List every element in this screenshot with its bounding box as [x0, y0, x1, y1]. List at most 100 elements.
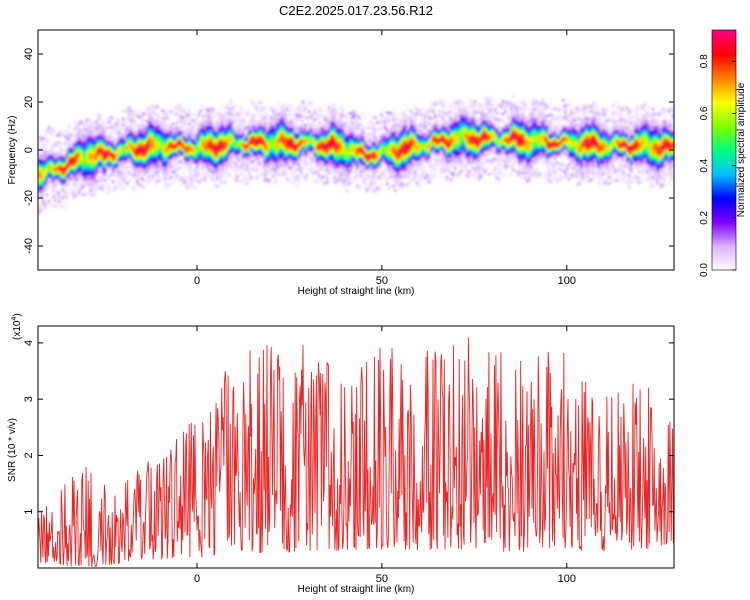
heatmap-cell	[180, 146, 183, 149]
heatmap-cell	[120, 161, 123, 164]
heatmap-cell	[186, 162, 189, 165]
heatmap-cell	[184, 152, 187, 155]
heatmap-cell	[156, 130, 159, 133]
heatmap-cell	[144, 162, 147, 165]
heatmap-cell	[104, 159, 107, 162]
heatmap-cell	[154, 160, 157, 163]
heatmap-cell	[142, 126, 145, 129]
heatmap-cell	[130, 125, 133, 128]
heatmap-cell	[176, 138, 179, 141]
heatmap-cell	[182, 176, 185, 179]
heatmap-cell	[154, 142, 157, 145]
heatmap-cell	[124, 136, 127, 139]
heatmap-cell	[158, 176, 161, 179]
heatmap-cell	[40, 186, 43, 189]
heatmap-cell	[168, 145, 171, 148]
heatmap-cell	[58, 157, 61, 160]
heatmap-cell	[66, 141, 69, 144]
heatmap-cell	[106, 157, 109, 160]
heatmap-cell	[120, 144, 123, 147]
heatmap-cell	[60, 165, 63, 168]
heatmap-cell	[184, 118, 187, 121]
heatmap-cell	[140, 152, 143, 155]
heatmap-cell	[144, 113, 147, 116]
heatmap-cell	[244, 174, 247, 177]
heatmap-cell	[68, 149, 71, 152]
heatmap-cell	[190, 148, 193, 151]
heatmap-cell	[194, 114, 197, 117]
heatmap-cell	[118, 138, 121, 141]
heatmap-cell	[198, 162, 201, 165]
heatmap-cell	[200, 145, 203, 148]
heatmap-cell	[52, 160, 55, 163]
heatmap-cell	[122, 154, 125, 157]
heatmap-cell	[82, 184, 85, 187]
heatmap-cell	[172, 172, 175, 175]
heatmap-cell	[38, 155, 41, 158]
heatmap-cell	[98, 137, 101, 140]
heatmap-cell	[196, 117, 199, 120]
heatmap-cell	[144, 131, 147, 134]
heatmap-cell	[186, 147, 189, 150]
heatmap-cell	[84, 160, 87, 163]
heatmap-cell	[148, 176, 151, 179]
heatmap-cell	[240, 178, 243, 181]
heatmap-cell	[42, 180, 45, 183]
heatmap-cell	[144, 155, 147, 158]
heatmap-cell	[152, 135, 155, 138]
heatmap-cell	[102, 144, 105, 147]
heatmap-cell	[86, 169, 89, 172]
heatmap-cell	[118, 176, 121, 179]
heatmap-cell	[106, 142, 109, 145]
heatmap-cell	[134, 150, 137, 153]
heatmap-cell	[72, 166, 75, 169]
heatmap-cell	[76, 141, 79, 144]
heatmap-cell	[104, 139, 107, 142]
heatmap-cell	[122, 140, 125, 143]
heatmap-cell	[54, 171, 57, 174]
heatmap-cell	[38, 166, 41, 169]
heatmap-cell	[76, 125, 79, 128]
heatmap-cell	[198, 111, 201, 114]
heatmap-cell	[78, 161, 81, 164]
heatmap-cell	[110, 153, 113, 156]
heatmap-cell	[122, 155, 125, 158]
heatmap-cell	[180, 148, 183, 151]
heatmap-cell	[114, 150, 117, 153]
heatmap-cell	[200, 158, 203, 161]
heatmap-cell	[136, 137, 139, 140]
heatmap-cell	[126, 135, 129, 138]
heatmap-cell	[88, 125, 91, 128]
heatmap-cell	[138, 147, 141, 150]
heatmap-cell	[184, 138, 187, 141]
heatmap-cell	[184, 131, 187, 134]
heatmap-cell	[186, 186, 189, 189]
heatmap-cell	[184, 123, 187, 126]
heatmap-cell	[94, 150, 97, 153]
heatmap-cell	[96, 149, 99, 152]
heatmap-cell	[98, 152, 101, 155]
heatmap-cell	[156, 175, 159, 178]
heatmap-cell	[160, 147, 163, 150]
heatmap-cell	[100, 175, 103, 178]
heatmap-cell	[88, 167, 91, 170]
heatmap-cell	[158, 136, 161, 139]
heatmap-cell	[52, 174, 55, 177]
heatmap-cell	[146, 156, 149, 159]
heatmap-cell	[82, 168, 85, 171]
heatmap-cell	[182, 180, 185, 183]
heatmap-cell	[42, 181, 45, 184]
heatmap-cell	[152, 159, 155, 162]
heatmap-cell	[142, 158, 145, 161]
heatmap-cell	[174, 169, 177, 172]
heatmap-cell	[92, 162, 95, 165]
heatmap-cell	[156, 172, 159, 175]
heatmap-cell	[70, 177, 73, 180]
heatmap-cell	[196, 148, 199, 151]
heatmap-cell	[160, 136, 163, 139]
heatmap-cell	[170, 129, 173, 132]
heatmap-cell	[96, 158, 99, 161]
heatmap-cell	[92, 144, 95, 147]
heatmap-cell	[76, 162, 79, 165]
heatmap-cell	[168, 163, 171, 166]
